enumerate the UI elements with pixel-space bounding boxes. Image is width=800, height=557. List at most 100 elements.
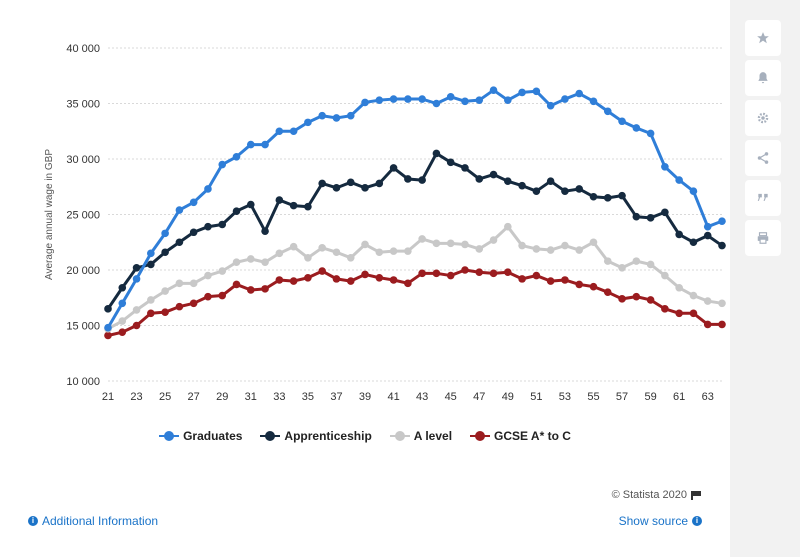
flag-icon xyxy=(691,490,701,500)
x-tick-label: 39 xyxy=(359,391,371,403)
cite-button[interactable] xyxy=(745,180,781,216)
data-point-graduates xyxy=(246,140,255,149)
data-point-apprenticeship xyxy=(561,187,569,195)
x-tick-label: 59 xyxy=(644,391,656,403)
x-tick-label: 63 xyxy=(702,391,714,403)
data-point-gcse-a-to-c xyxy=(461,266,469,274)
x-tick-label: 33 xyxy=(273,391,285,403)
data-point-graduates xyxy=(204,185,212,193)
data-point-gcse-a-to-c xyxy=(289,277,298,285)
y-tick-label: 40 000 xyxy=(66,43,100,55)
data-point-a-level xyxy=(275,249,284,258)
data-point-a-level xyxy=(304,253,312,262)
data-point-gcse-a-to-c xyxy=(346,277,355,285)
y-tick-label: 15 000 xyxy=(66,321,100,333)
legend-item-gcse[interactable]: GCSE A* to C xyxy=(470,429,571,443)
data-point-a-level xyxy=(703,297,712,305)
data-point-a-level xyxy=(189,279,198,288)
data-point-gcse-a-to-c xyxy=(118,328,127,336)
data-point-a-level xyxy=(546,246,555,254)
data-point-graduates xyxy=(161,229,169,238)
data-point-graduates xyxy=(561,95,569,103)
x-tick-label: 41 xyxy=(387,391,399,403)
data-point-apprenticeship xyxy=(418,176,426,184)
data-point-apprenticeship xyxy=(304,202,312,211)
data-point-a-level xyxy=(646,260,655,269)
data-point-apprenticeship xyxy=(675,230,683,239)
data-point-graduates xyxy=(632,124,641,132)
legend-label-apprenticeship: Apprenticeship xyxy=(284,429,372,443)
data-point-gcse-a-to-c xyxy=(532,271,541,280)
legend-label-graduates: Graduates xyxy=(183,429,243,443)
legend-item-apprenticeship[interactable]: Apprenticeship xyxy=(260,429,372,443)
data-point-gcse-a-to-c xyxy=(632,292,641,301)
data-point-apprenticeship xyxy=(546,177,555,185)
data-point-a-level xyxy=(446,239,455,248)
bell-icon xyxy=(758,72,768,84)
data-point-graduates xyxy=(304,118,312,127)
data-point-graduates xyxy=(289,127,298,136)
settings-button[interactable] xyxy=(745,100,781,136)
data-point-graduates xyxy=(689,187,698,195)
data-point-apprenticeship xyxy=(218,220,227,229)
show-source-link[interactable]: Show source i xyxy=(619,514,702,528)
data-point-gcse-a-to-c xyxy=(304,273,312,282)
data-point-a-level xyxy=(332,248,341,257)
data-point-graduates xyxy=(147,249,155,258)
data-point-apprenticeship xyxy=(718,241,726,250)
data-point-gcse-a-to-c xyxy=(689,309,698,318)
data-point-graduates xyxy=(589,97,598,106)
data-point-gcse-a-to-c xyxy=(703,320,712,329)
data-point-apprenticeship xyxy=(118,283,127,292)
data-point-graduates xyxy=(489,86,498,94)
data-point-apprenticeship xyxy=(332,184,341,192)
data-point-gcse-a-to-c xyxy=(404,279,412,288)
data-point-apprenticeship xyxy=(346,178,355,187)
data-point-a-level xyxy=(475,245,484,253)
print-button[interactable] xyxy=(745,220,781,256)
data-point-apprenticeship xyxy=(689,238,698,247)
legend-marker-gcse xyxy=(470,431,491,441)
data-point-gcse-a-to-c xyxy=(646,296,655,304)
data-point-gcse-a-to-c xyxy=(575,280,584,289)
chart-panel: 10 000 15 000 20 000 25 000 30 000 35 000 40 0… xyxy=(0,0,730,557)
data-point-graduates xyxy=(675,176,683,184)
x-tick-label: 51 xyxy=(530,391,542,403)
data-point-a-level xyxy=(375,248,384,257)
data-point-graduates xyxy=(603,107,612,116)
data-point-apprenticeship xyxy=(518,181,526,190)
data-point-apprenticeship xyxy=(661,208,669,217)
x-tick-label: 31 xyxy=(245,391,257,403)
statista-credit[interactable]: © Statista 2020 xyxy=(612,489,701,501)
data-point-apprenticeship xyxy=(504,177,512,185)
legend-item-a-level[interactable]: A level xyxy=(389,429,453,443)
data-point-a-level xyxy=(504,222,512,231)
data-point-gcse-a-to-c xyxy=(589,282,598,291)
data-point-graduates xyxy=(718,217,726,225)
data-point-apprenticeship xyxy=(175,238,184,247)
share-button[interactable] xyxy=(745,140,781,176)
data-point-gcse-a-to-c xyxy=(175,302,184,311)
data-point-graduates xyxy=(532,87,541,96)
data-point-gcse-a-to-c xyxy=(418,269,426,278)
y-tick-label: 30 000 xyxy=(66,154,100,166)
favorite-button[interactable] xyxy=(745,20,781,56)
legend-label-a-level: A level xyxy=(413,429,453,443)
data-point-gcse-a-to-c xyxy=(661,305,669,313)
data-point-graduates xyxy=(318,111,326,120)
legend-item-graduates[interactable]: Graduates xyxy=(159,429,242,443)
data-point-graduates xyxy=(518,88,526,97)
notification-button[interactable] xyxy=(745,60,781,96)
data-point-a-level xyxy=(404,247,412,255)
data-point-a-level xyxy=(532,245,541,253)
data-point-a-level xyxy=(289,242,298,251)
data-point-gcse-a-to-c xyxy=(375,273,384,282)
data-point-gcse-a-to-c xyxy=(189,299,198,308)
data-point-a-level xyxy=(361,240,369,249)
data-point-apprenticeship xyxy=(632,212,641,221)
legend-marker-apprenticeship xyxy=(260,431,281,441)
data-point-a-level xyxy=(261,258,269,267)
data-point-gcse-a-to-c xyxy=(618,295,626,303)
data-point-gcse-a-to-c xyxy=(475,268,484,277)
additional-information-link[interactable]: i Additional Information xyxy=(28,514,158,528)
